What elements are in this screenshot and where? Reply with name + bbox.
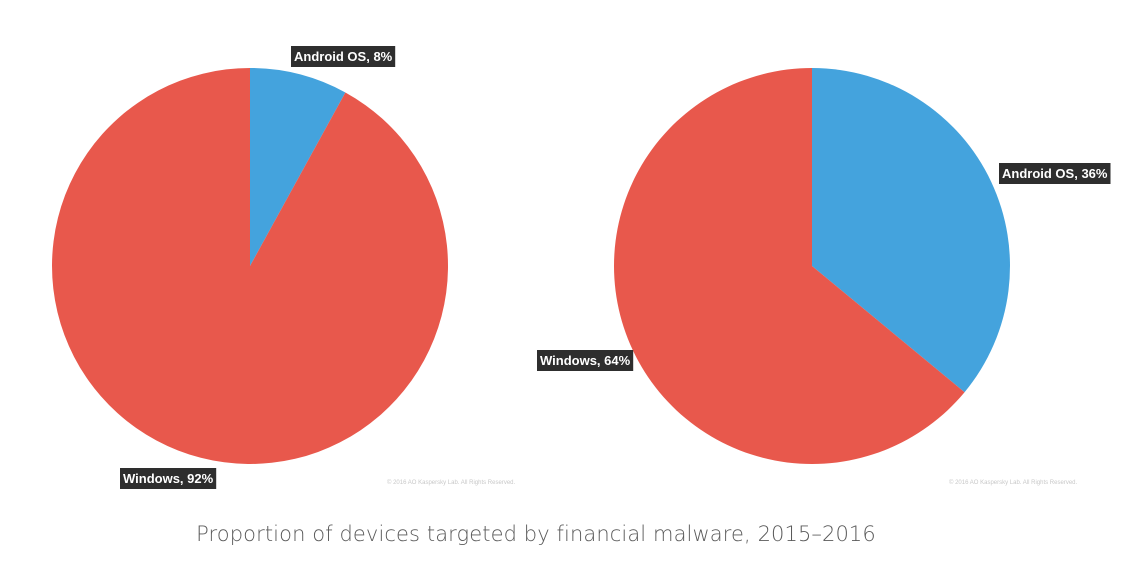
slice-label-text: Windows, 92% xyxy=(123,471,214,486)
pie-slice-windows xyxy=(52,68,449,464)
slice-label-windows: Windows, 92% xyxy=(120,468,217,489)
pie-slice-android-os xyxy=(812,68,1010,393)
slice-label-text: Windows, 64% xyxy=(540,353,631,368)
slice-label-background xyxy=(999,163,1111,184)
pie-slice-windows xyxy=(613,68,965,464)
slice-label-background xyxy=(291,46,396,67)
pie-slice-android-os xyxy=(250,68,346,266)
pie-chart-2015: Android OS, 8% Windows, 92% © 2016 AO Kasp… xyxy=(52,46,515,489)
slice-label-text: Android OS, 8% xyxy=(294,49,393,64)
pie-chart-2016: Android OS, 36% Windows, 64% © 2016 AO Kas… xyxy=(537,68,1111,486)
figure-caption: Proportion of devices targeted by financ… xyxy=(196,522,876,546)
copyright-watermark: © 2016 AO Kaspersky Lab. All Rights Rese… xyxy=(949,479,1077,486)
slice-label-background xyxy=(537,350,634,371)
slice-label-text: Android OS, 36% xyxy=(1002,166,1108,181)
slice-label-android-os: Android OS, 36% xyxy=(999,163,1111,184)
slice-label-background xyxy=(120,468,217,489)
slice-label-windows: Windows, 64% xyxy=(537,350,634,371)
slice-label-android-os: Android OS, 8% xyxy=(291,46,396,67)
copyright-watermark: © 2016 AO Kaspersky Lab. All Rights Rese… xyxy=(387,479,515,486)
